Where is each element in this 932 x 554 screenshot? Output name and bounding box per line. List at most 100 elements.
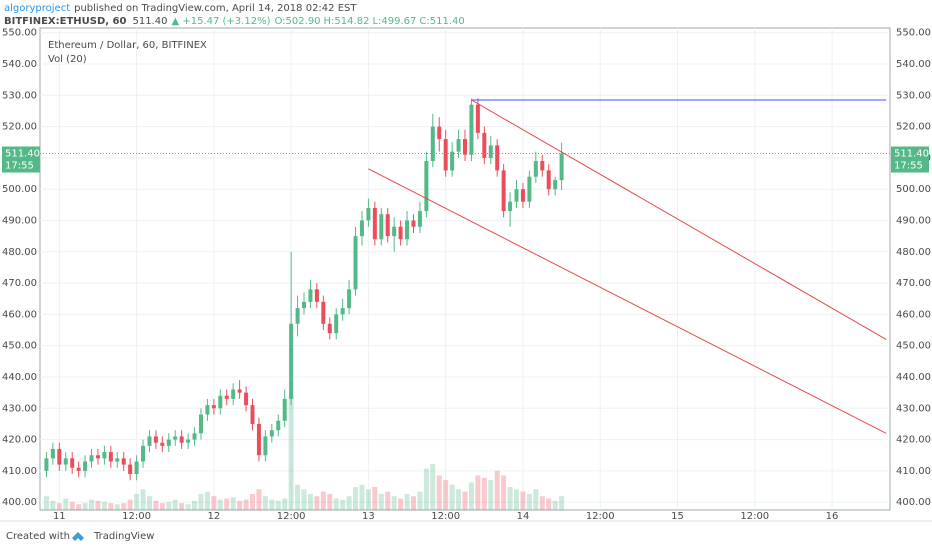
- publisher[interactable]: algoryproject: [4, 3, 70, 14]
- published: published on TradingView.com, April 14, …: [74, 3, 357, 14]
- candle-body: [495, 145, 500, 171]
- volume-bar: [539, 496, 545, 510]
- volume-bar: [172, 499, 178, 510]
- volume-bar: [391, 496, 397, 510]
- candle-body: [108, 452, 113, 462]
- candle-body: [385, 214, 390, 237]
- candle-body: [256, 423, 261, 456]
- volume-bar: [198, 493, 204, 510]
- symbol: BITFINEX:ETHUSD, 60: [4, 16, 127, 27]
- candle-body: [282, 398, 287, 421]
- x-tick-label: 15: [671, 511, 684, 522]
- volume-bar: [314, 496, 320, 510]
- x-tick-label: 12:00: [586, 511, 615, 522]
- candle-body: [211, 405, 216, 409]
- candles: [44, 98, 564, 481]
- candle-body: [327, 323, 332, 334]
- candle-body: [276, 420, 281, 431]
- volume-bar: [127, 499, 133, 510]
- candle-body: [83, 461, 88, 471]
- y2-tick-label: 490.00: [896, 215, 931, 226]
- y-tick-label: 550.00: [2, 28, 37, 39]
- candle-body: [244, 392, 249, 406]
- volume-bar: [546, 498, 552, 510]
- volume-bar: [520, 491, 526, 510]
- candle-body: [166, 439, 171, 446]
- x-tick-label: 16: [826, 511, 839, 522]
- candle-body: [153, 436, 158, 443]
- candle-body: [527, 176, 532, 202]
- volume-bar: [327, 493, 333, 510]
- y-tick-label: 440.00: [2, 372, 37, 383]
- x-tick-label: 12: [207, 511, 220, 522]
- y2-tick-label: 400.00: [896, 497, 931, 508]
- volume-bar: [295, 484, 301, 510]
- candle-body: [57, 448, 62, 465]
- candle-body: [508, 201, 513, 212]
- volume-bar: [140, 489, 146, 510]
- candle-body: [269, 430, 274, 437]
- x-tick-label: 12:00: [122, 511, 151, 522]
- volume-bar: [134, 493, 140, 510]
- candle-body: [405, 220, 410, 240]
- volume-bar: [398, 498, 404, 510]
- volume-bar: [256, 489, 262, 510]
- price-badge: [891, 146, 929, 173]
- plot-frame: [39, 27, 891, 511]
- volume-bar: [69, 501, 75, 510]
- candle-body: [308, 289, 313, 302]
- y2-tick-label: 480.00: [896, 247, 931, 258]
- volume-bar: [436, 475, 442, 510]
- volume-bar: [340, 499, 346, 510]
- volume-bar: [108, 503, 114, 510]
- volume-bar: [430, 464, 436, 510]
- y-tick-label: 530.00: [2, 90, 37, 101]
- legend-indicator: Vol (20): [48, 54, 87, 65]
- x-tick-label: 12:00: [740, 511, 769, 522]
- volume-bar: [494, 470, 500, 510]
- volume-bar: [185, 504, 191, 510]
- y2-tick-label: 410.00: [896, 466, 931, 477]
- volume-bar: [346, 496, 352, 510]
- footer-brand[interactable]: TradingView: [93, 531, 154, 542]
- candle-body: [347, 289, 352, 309]
- volume-bar: [353, 487, 359, 510]
- candle-body: [533, 161, 538, 177]
- y-tick-label: 450.00: [2, 341, 37, 352]
- price-badge-value: 511.40: [894, 149, 929, 160]
- candle-body: [559, 153, 564, 181]
- volume-bar: [95, 500, 101, 510]
- volume-bar: [533, 489, 539, 510]
- candle-body: [76, 467, 81, 471]
- candle-body: [340, 308, 345, 315]
- x-tick-label: 13: [362, 511, 375, 522]
- volume-bar: [417, 491, 423, 510]
- y2-tick-label: 540.00: [896, 59, 931, 70]
- y-tick-label: 480.00: [2, 247, 37, 258]
- volume-bar: [443, 480, 449, 510]
- candle-body: [102, 452, 107, 459]
- candle-body: [443, 139, 448, 171]
- candle-body: [430, 126, 435, 162]
- price: 511.40: [132, 16, 167, 27]
- footer-created: Created with: [6, 531, 70, 542]
- candle-body: [379, 214, 384, 240]
- volume-bar: [372, 487, 378, 510]
- candle-body: [198, 414, 203, 434]
- volume-bar: [50, 500, 56, 510]
- volume-bar: [359, 484, 365, 510]
- volume-bar: [166, 501, 172, 510]
- y-tick-label: 410.00: [2, 466, 37, 477]
- candle-body: [321, 301, 326, 324]
- ohlc-open: O:502.90: [274, 16, 320, 27]
- candle-body: [392, 226, 397, 237]
- volume-bar: [159, 503, 165, 510]
- legend-title: Ethereum / Dollar, 60, BITFINEX: [48, 40, 207, 51]
- volume-bar: [275, 500, 281, 510]
- volume-bar: [121, 503, 127, 510]
- candle-body: [488, 145, 493, 158]
- x-tick-label: 14: [517, 511, 530, 522]
- candle-body: [546, 170, 551, 190]
- candle-body: [424, 161, 429, 212]
- candle-body: [417, 211, 422, 227]
